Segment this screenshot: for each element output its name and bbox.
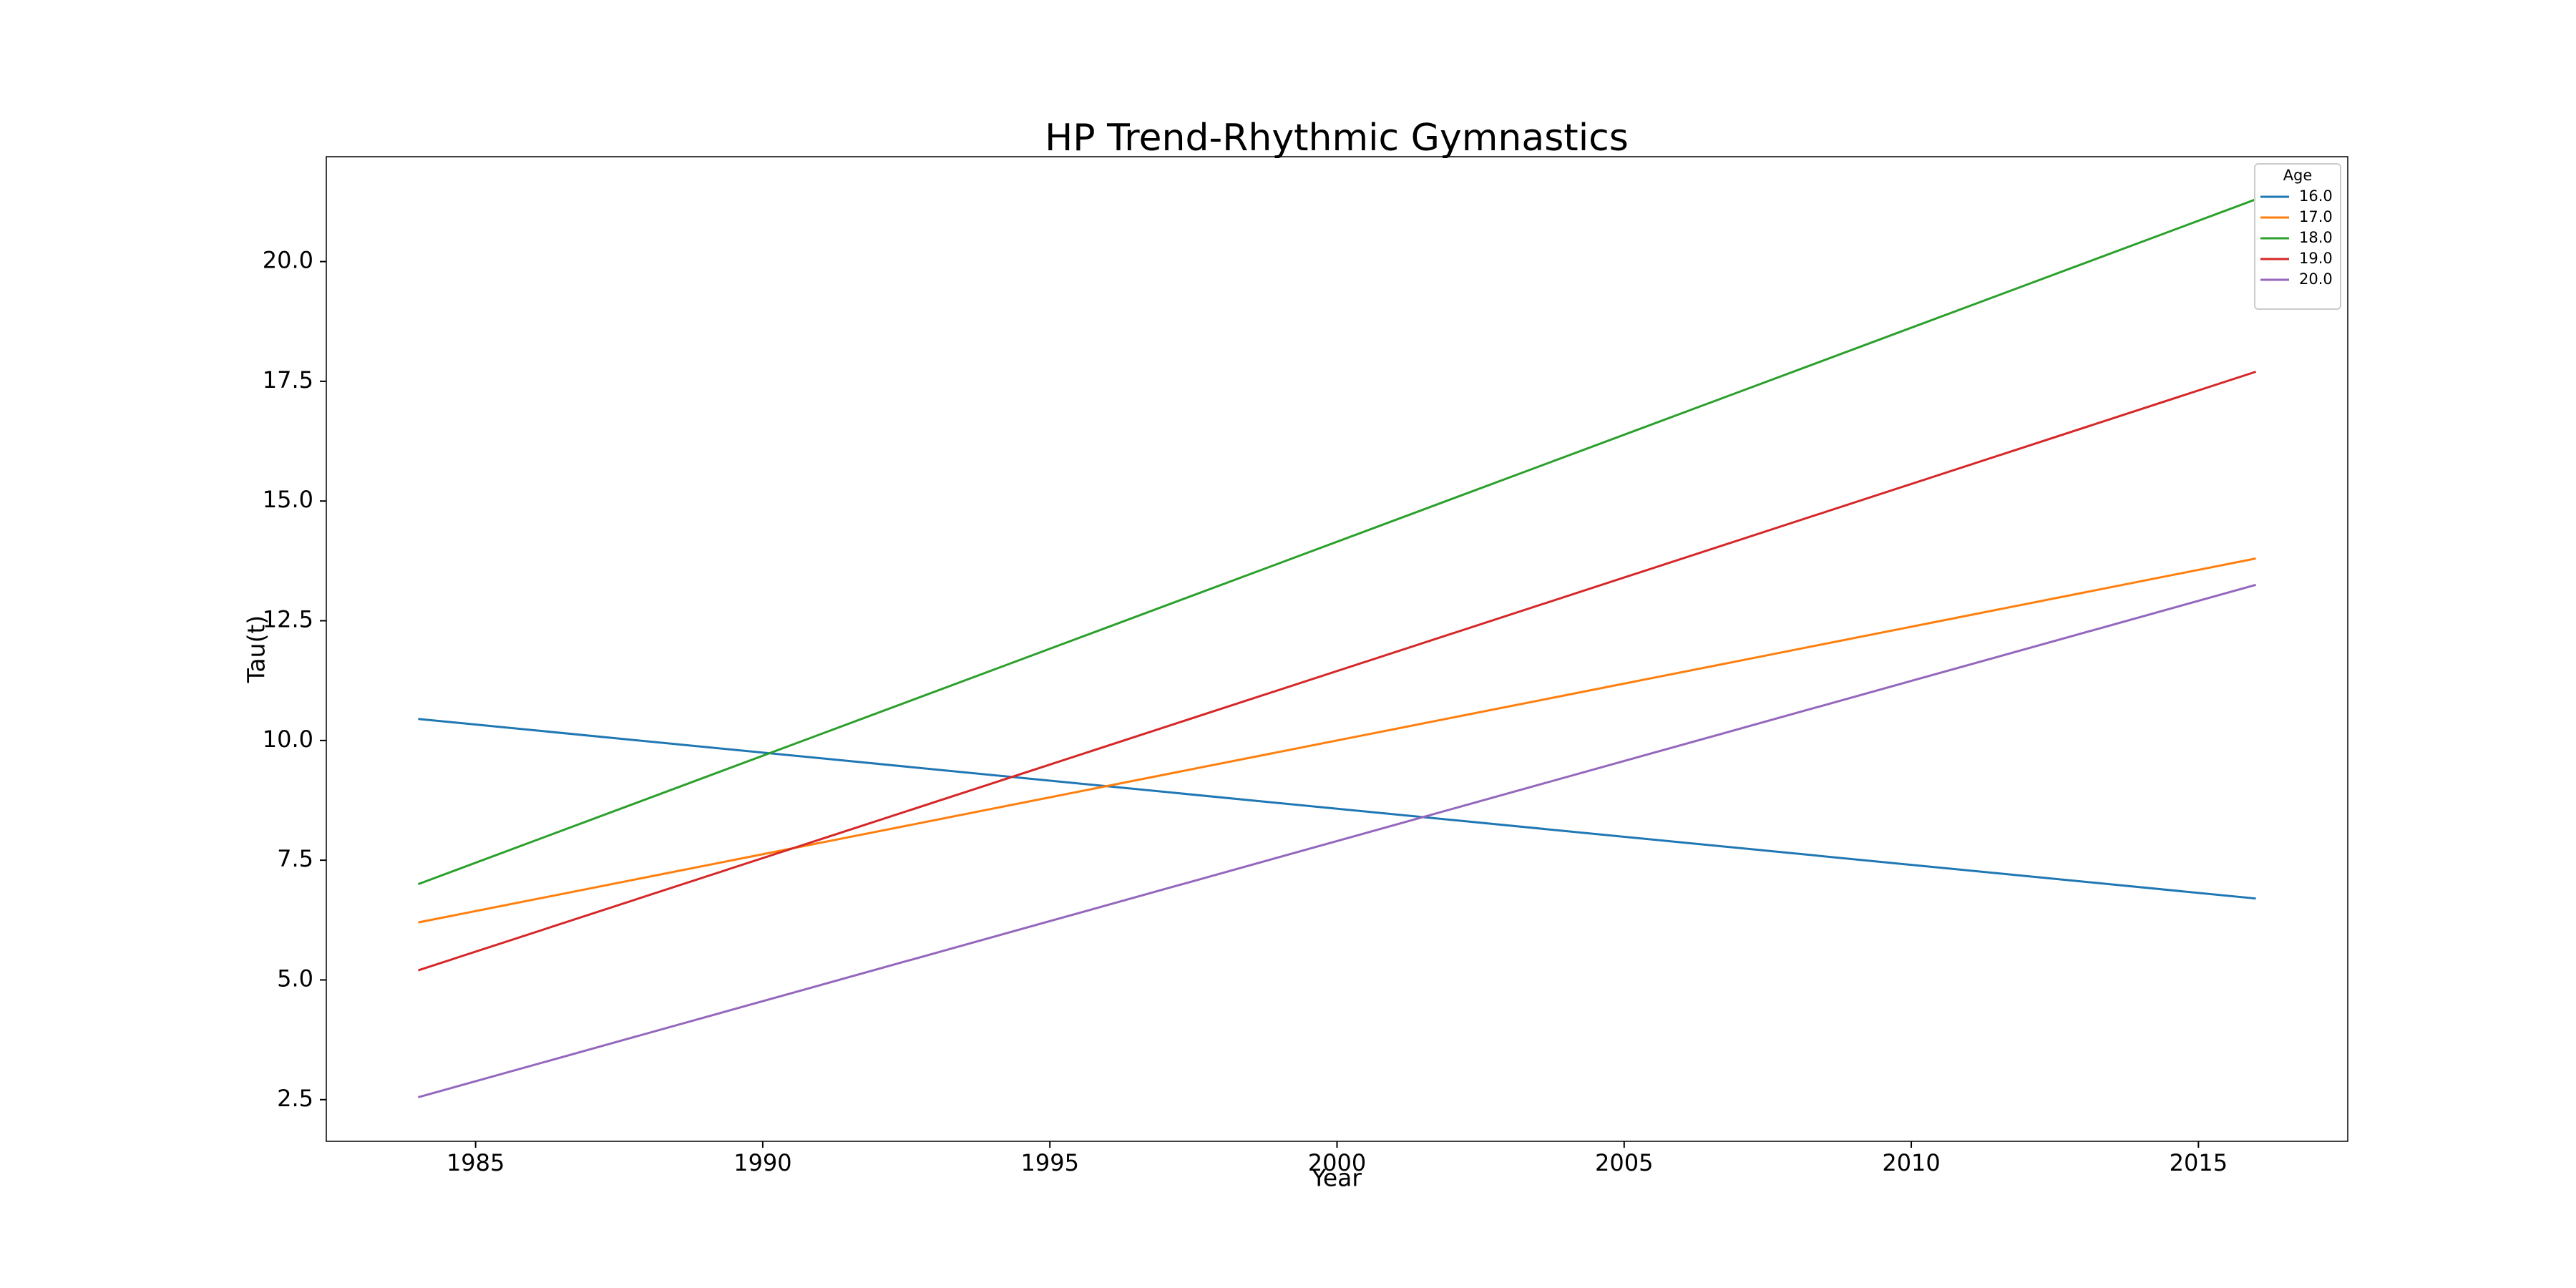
x-tick-label: 1990 (733, 1149, 791, 1176)
legend-label: 18.0 (2299, 229, 2333, 246)
legend-box (2254, 163, 2341, 310)
x-axis-label: Year (1311, 1164, 1362, 1192)
x-tick-label: 1995 (1021, 1149, 1079, 1176)
legend-title: Age (2283, 167, 2313, 184)
x-tick-label: 2010 (1882, 1149, 1940, 1176)
y-tick-label: 5.0 (277, 965, 313, 992)
x-tick-label: 2005 (1595, 1149, 1653, 1176)
y-tick-label: 12.5 (263, 606, 313, 633)
legend-label: 16.0 (2299, 187, 2333, 205)
legend: Age 16.0 17.0 18.0 19.0 20.0 (2254, 163, 2341, 310)
x-tick-label: 2000 (1308, 1149, 1366, 1176)
x-tick-label: 2015 (2170, 1149, 2228, 1176)
y-tick-label: 7.5 (277, 845, 313, 872)
series-line (417, 371, 2257, 972)
series-line (417, 198, 2257, 886)
y-tick-label: 2.5 (277, 1085, 313, 1112)
series-line (418, 718, 2256, 900)
y-tick-label: 17.5 (263, 366, 313, 394)
series-line (418, 557, 2256, 924)
series-line (418, 583, 2256, 1098)
legend-label: 19.0 (2299, 250, 2333, 267)
chart-title: HP Trend-Rhythmic Gymnastics (1045, 117, 1629, 160)
y-tick-label: 10.0 (263, 726, 313, 753)
legend-label: 20.0 (2299, 270, 2333, 288)
plot-frame (326, 156, 2348, 1142)
y-tick-label: 15.0 (263, 486, 313, 513)
legend-label: 17.0 (2299, 208, 2333, 225)
y-tick-label: 20.0 (263, 247, 313, 274)
y-axis-label: Tau(t) (243, 615, 270, 684)
x-tick-label: 1985 (447, 1149, 504, 1176)
